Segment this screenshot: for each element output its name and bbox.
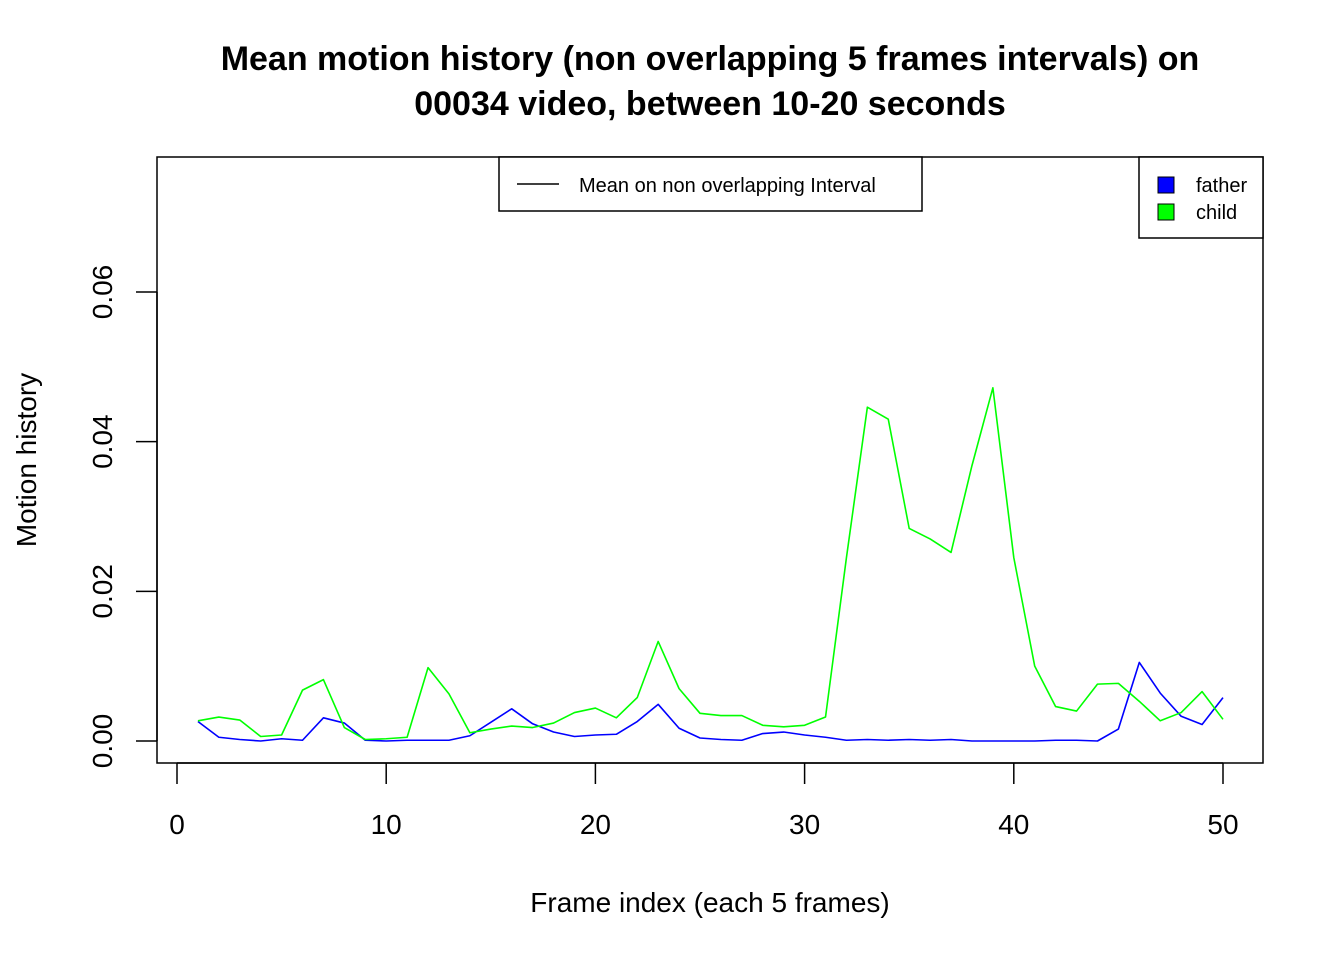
series-line-father: [197, 661, 1224, 742]
x-tick-label: 30: [789, 809, 820, 840]
y-tick-label: 0.04: [87, 414, 118, 469]
x-axis-label: Frame index (each 5 frames): [530, 887, 889, 918]
legend-colors-box: father child: [1138, 156, 1264, 239]
legend-swatch-father: [1157, 176, 1175, 194]
series-group: [197, 386, 1224, 742]
series-line-child: [197, 386, 1224, 741]
x-tick-label: 40: [998, 809, 1029, 840]
y-tick-label: 0.00: [87, 714, 118, 769]
legend-label-child: child: [1196, 202, 1237, 224]
legend-line-frame: [498, 156, 923, 212]
y-tick-label: 0.02: [87, 564, 118, 619]
plot-area-frame: [156, 156, 1264, 764]
x-tick-label: 0: [169, 809, 185, 840]
x-tick-label: 20: [580, 809, 611, 840]
x-tick-label: 10: [371, 809, 402, 840]
y-axis: 0.00 0.02 0.04 0.06: [87, 265, 158, 769]
chart-title-line2: 00034 video, between 10-20 seconds: [414, 85, 1006, 123]
chart-title-line1: Mean motion history (non overlapping 5 f…: [221, 40, 1200, 78]
legend-swatch-child: [1157, 203, 1175, 221]
y-tick-label: 0.06: [87, 265, 118, 320]
x-axis: 0 10 20 30 40 50: [169, 762, 1239, 840]
legend-line-box: Mean on non overlapping Interval: [498, 156, 923, 212]
y-axis-label: Motion history: [11, 373, 42, 547]
legend-colors-frame: [1138, 156, 1264, 239]
legend-label-father: father: [1196, 175, 1247, 197]
x-tick-label: 50: [1207, 809, 1238, 840]
legend-line-label: Mean on non overlapping Interval: [579, 175, 876, 197]
